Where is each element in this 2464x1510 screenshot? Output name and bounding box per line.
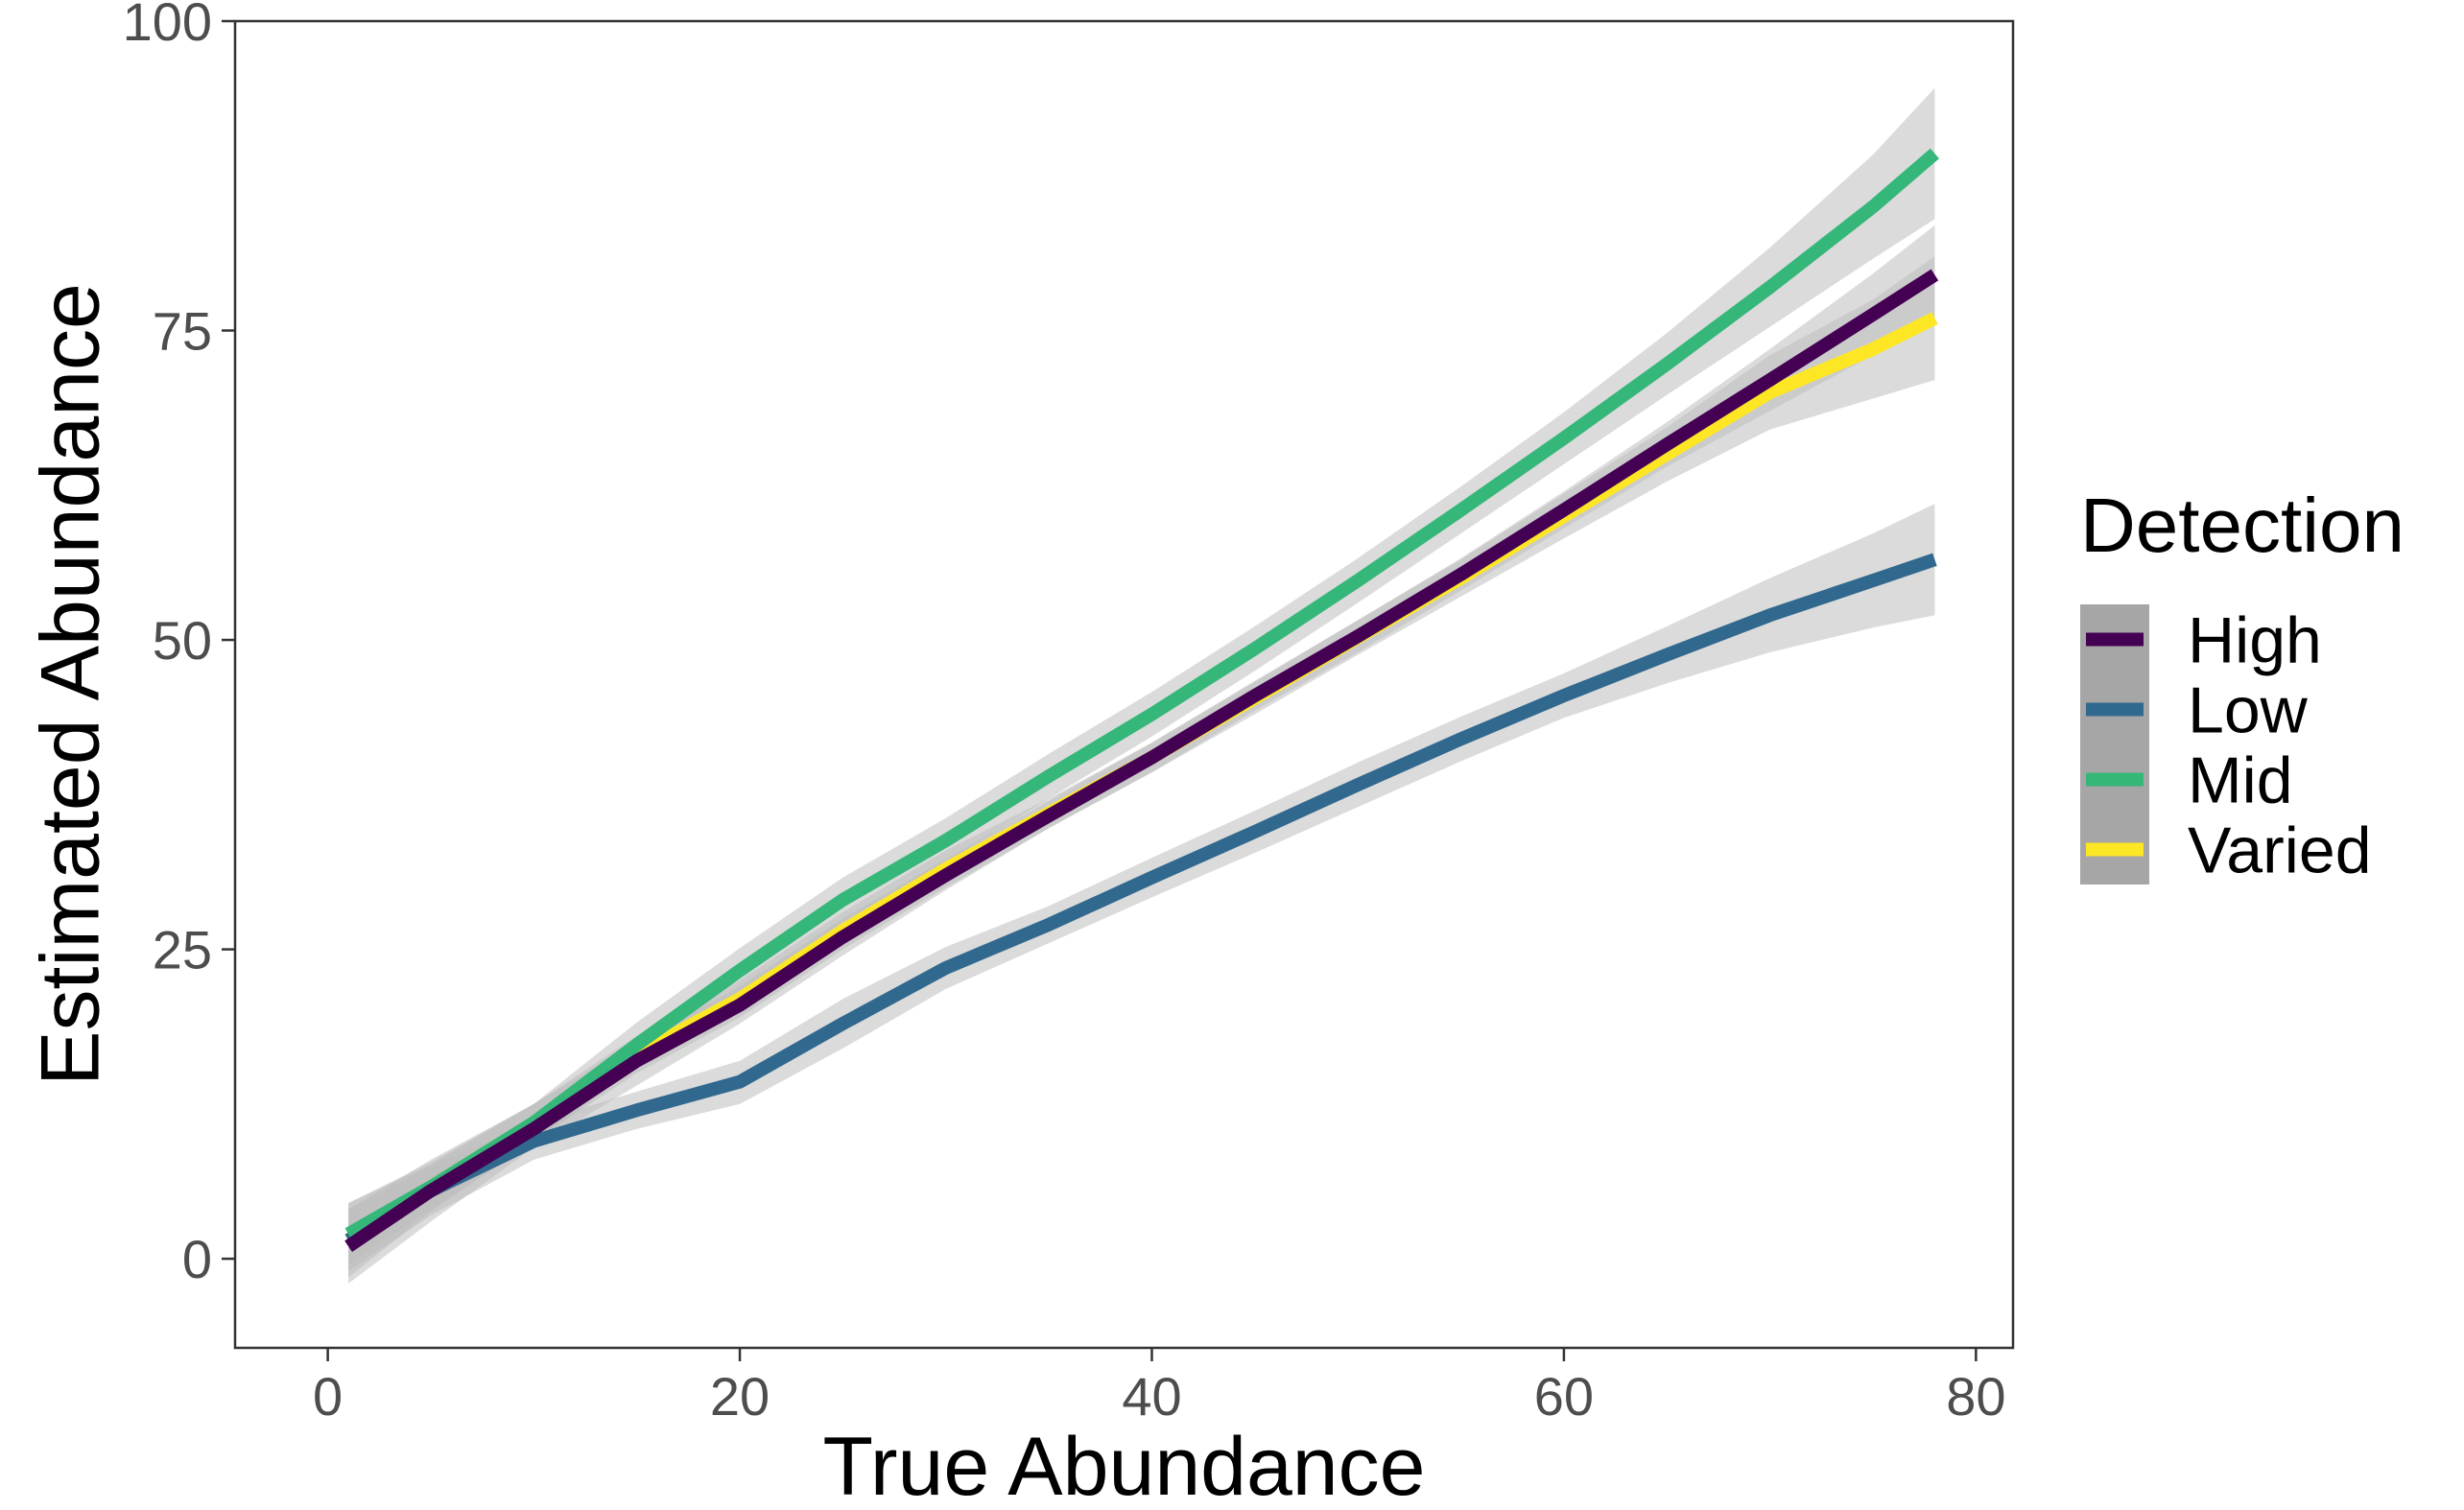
series-line-low bbox=[344, 553, 1937, 1246]
x-axis: 0 20 40 60 80 bbox=[313, 1348, 2005, 1427]
y-axis: 0 25 50 75 100 bbox=[123, 0, 235, 1289]
y-tick-label: 50 bbox=[153, 610, 212, 671]
y-tick-label: 75 bbox=[153, 301, 212, 362]
legend-label-varied: Varied bbox=[2188, 814, 2372, 887]
panel-border bbox=[233, 19, 2015, 1350]
legend-key-background bbox=[2080, 604, 2149, 885]
legend-label-low: Low bbox=[2188, 674, 2309, 747]
y-tick-label: 100 bbox=[123, 0, 212, 52]
x-tick-label: 40 bbox=[1122, 1366, 1181, 1427]
x-tick-label: 80 bbox=[1946, 1366, 2005, 1427]
series-line-mid bbox=[344, 148, 1939, 1240]
legend-label-high: High bbox=[2188, 604, 2322, 677]
x-axis-title: True Abundance bbox=[823, 1421, 1426, 1510]
legend-label-mid: Mid bbox=[2188, 744, 2293, 817]
legend-title: Detection bbox=[2080, 483, 2405, 568]
y-tick-label: 25 bbox=[153, 920, 212, 980]
series-lines bbox=[344, 148, 1939, 1253]
x-tick-label: 60 bbox=[1534, 1366, 1594, 1427]
y-tick-label: 0 bbox=[182, 1229, 212, 1289]
x-tick-label: 20 bbox=[710, 1366, 770, 1427]
y-axis-title: Estimated Abundance bbox=[25, 283, 117, 1086]
x-tick-label: 0 bbox=[313, 1366, 343, 1427]
series-line-high bbox=[344, 269, 1939, 1253]
